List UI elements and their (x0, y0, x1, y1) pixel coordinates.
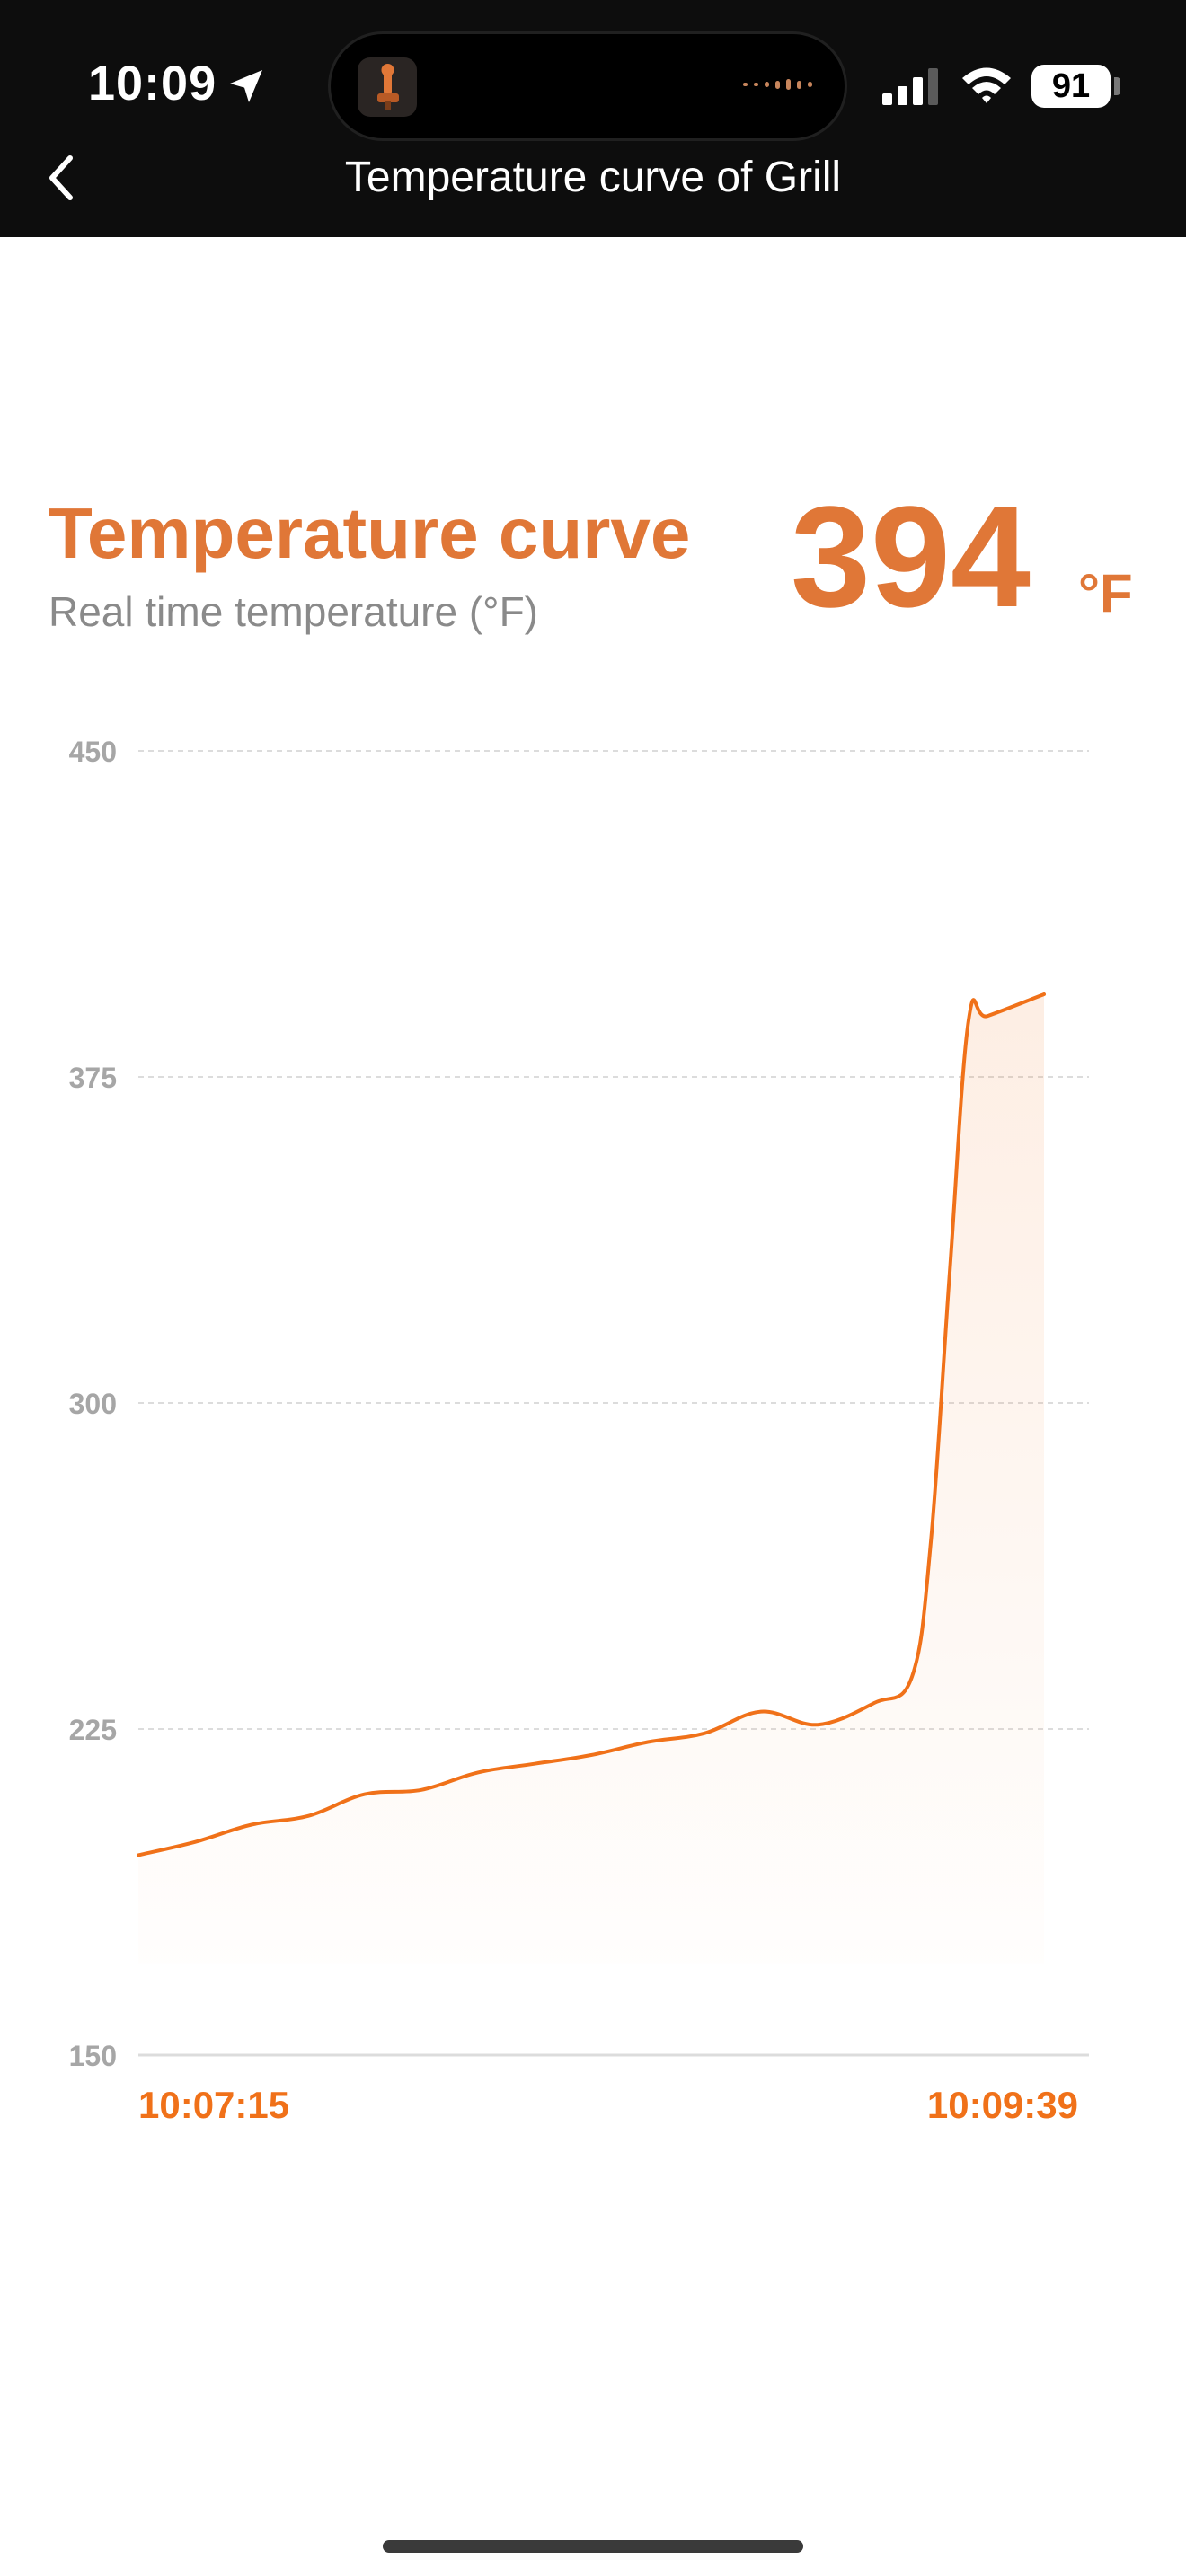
y-tick-label: 375 (69, 1062, 117, 1094)
home-indicator[interactable] (383, 2540, 803, 2553)
cellular-signal-icon (882, 68, 938, 105)
page-title: Temperature curve (49, 493, 691, 573)
status-and-nav-bar: 10:09 91 Temperature cur (0, 0, 1186, 237)
y-tick-label: 450 (69, 736, 117, 768)
x-tick-label-start: 10:07:15 (138, 2084, 289, 2126)
nav-title: Temperature curve of Grill (344, 154, 842, 201)
x-tick-label-end: 10:09:39 (927, 2084, 1078, 2126)
temperature-chart: 450 375 300 225 150 10:07:15 10:09:39 (69, 736, 1089, 2126)
location-arrow-icon (230, 70, 262, 102)
back-button[interactable] (36, 149, 86, 207)
series-area-fill (138, 994, 1044, 1964)
y-tick-label: 300 (69, 1388, 117, 1420)
audio-activity-icon (743, 79, 812, 90)
temperature-unit: °F (1078, 563, 1133, 623)
page-subtitle: Real time temperature (°F) (49, 588, 538, 635)
y-tick-label: 150 (69, 2040, 117, 2072)
dynamic-island (331, 34, 845, 138)
series-line (137, 992, 1046, 1857)
current-temperature: 394 (791, 476, 1031, 637)
grill-app-icon (358, 57, 417, 117)
y-tick-label: 225 (69, 1714, 117, 1746)
battery-icon: 91 (1031, 65, 1111, 108)
wifi-icon (962, 67, 1011, 103)
status-time: 10:09 (88, 57, 217, 110)
battery-tip (1114, 77, 1120, 95)
